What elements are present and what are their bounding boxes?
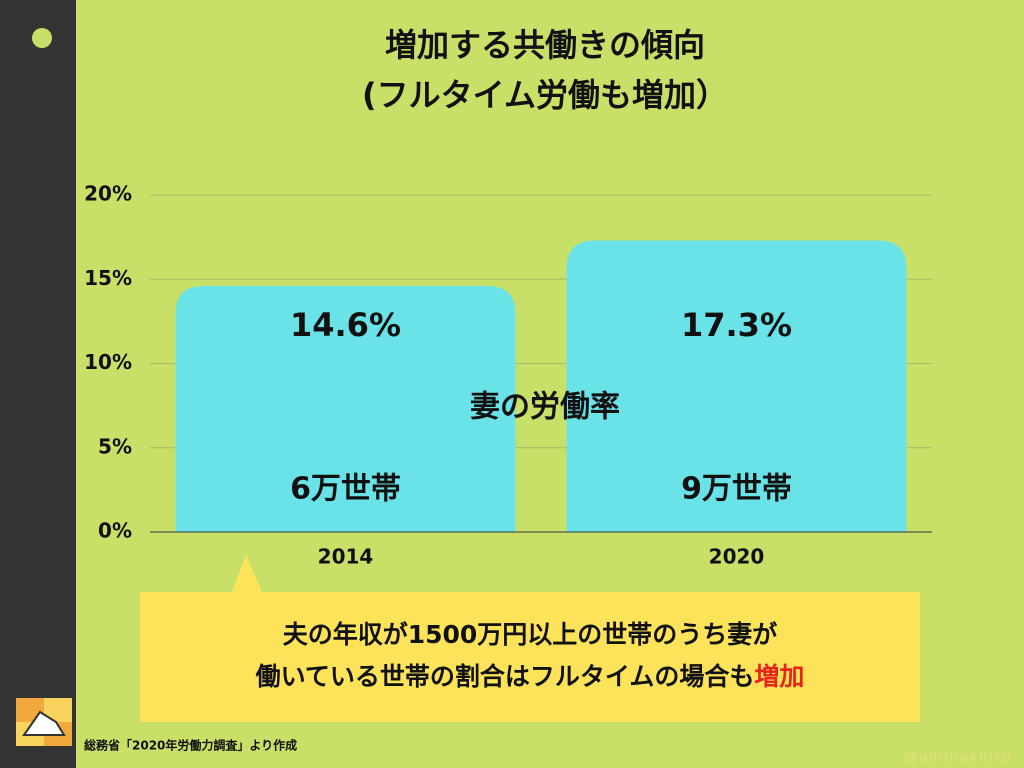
y-tick-label: 15% [84,266,132,290]
value-label: 17.3% [681,306,792,344]
bar [175,285,516,532]
y-tick-label: 0% [98,519,132,543]
chart-title: (フルタイム労働も増加） [362,76,728,114]
x-tick-label: 2014 [318,545,374,569]
callout-text: 働いている世帯の割合はフルタイムの場合も増加 [255,662,805,691]
bar [566,240,907,532]
callout-highlight: 増加 [754,662,804,691]
y-tick-label: 5% [98,434,132,458]
callout-text: 夫の年収が1500万円以上の世帯のうち妻が [283,620,778,649]
source-note: 総務省「2020年労働力調査」より作成 [84,738,297,753]
callout-text: 働いている世帯の割合はフルタイムの場合も [255,662,755,691]
logo-icon [16,698,72,746]
x-tick-label: 2020 [709,545,765,569]
dot [32,28,52,48]
series-label: 妻の労働率 [470,390,620,425]
side-strip [0,0,76,768]
value-label: 14.6% [290,306,401,344]
credit: @uminoxhiro [904,751,1012,766]
bar-label: 9万世帯 [681,472,792,507]
bar-label: 6万世帯 [290,472,401,507]
callout-box [140,592,920,722]
callout-pointer [232,555,262,592]
chart-title: 増加する共働きの傾向 [385,26,705,64]
y-tick-label: 20% [84,182,132,206]
y-tick-label: 10% [84,350,132,374]
